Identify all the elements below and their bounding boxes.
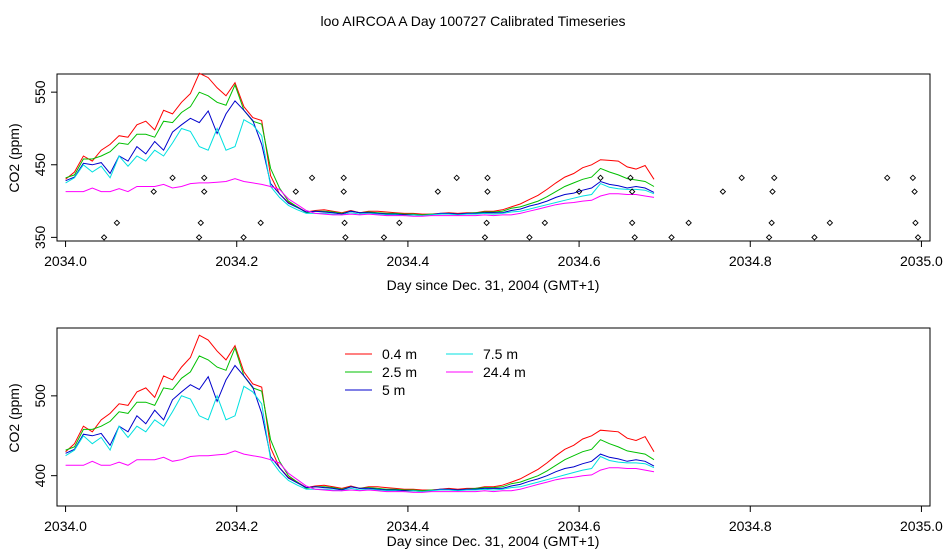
series-line <box>65 334 655 491</box>
x-tick-label: 2034.6 <box>558 518 601 534</box>
plot-frame <box>56 73 931 242</box>
data-point-marker <box>434 188 442 195</box>
data-point-marker <box>541 219 549 227</box>
data-point-marker <box>453 174 460 182</box>
data-point-marker <box>765 234 773 241</box>
data-point-marker <box>484 188 491 195</box>
data-point-marker <box>597 174 604 182</box>
plot-frame <box>56 327 931 507</box>
data-point-marker <box>380 234 388 241</box>
x-axis: 2034.0 2034.2 2034.4 2034.6 2034.8 2035.0 <box>44 241 943 269</box>
data-point-marker <box>911 188 918 195</box>
x-tick-label: 2035.0 <box>900 253 943 269</box>
legend-label: 7.5 m <box>483 346 518 362</box>
data-point-marker <box>169 174 176 182</box>
series-group <box>65 72 655 217</box>
data-point-marker <box>628 219 636 227</box>
data-point-marker <box>628 188 636 195</box>
series-line <box>65 385 655 493</box>
data-point-marker <box>195 234 203 241</box>
y-axis: 350 450 550 <box>32 80 57 249</box>
series-group <box>65 334 655 493</box>
legend-label: 5 m <box>382 382 405 398</box>
x-tick-label: 2034.4 <box>386 253 429 269</box>
y-tick-label: 550 <box>32 80 48 104</box>
series-line <box>65 118 655 217</box>
y-tick-label: 400 <box>32 464 48 488</box>
series-line <box>65 346 655 492</box>
legend: 0.4 m 2.5 m 5 m 7.5 m 24.4 m <box>345 346 526 398</box>
legend-label: 2.5 m <box>382 364 417 380</box>
data-point-marker <box>912 219 919 227</box>
series-line <box>65 450 655 493</box>
data-point-marker <box>668 234 675 241</box>
data-point-marker <box>526 234 533 241</box>
data-point-marker <box>292 188 300 195</box>
x-tick-label: 2034.8 <box>729 253 772 269</box>
data-point-marker <box>811 234 818 241</box>
data-point-marker <box>200 188 208 195</box>
series-line <box>65 178 655 217</box>
data-point-marker <box>257 219 264 227</box>
data-point-marker <box>240 234 247 241</box>
x-tick-label: 2034.8 <box>729 518 772 534</box>
data-point-marker <box>481 234 489 241</box>
x-tick-label: 2034.0 <box>44 253 87 269</box>
series-line <box>65 72 655 215</box>
data-point-marker <box>340 174 347 182</box>
y-axis: 400 500 <box>32 384 57 487</box>
y-axis-label: CO2 (ppm) <box>6 383 22 452</box>
data-point-marker <box>340 188 347 195</box>
data-point-marker <box>483 219 490 227</box>
x-tick-label: 2035.0 <box>900 518 943 534</box>
x-tick-label: 2034.2 <box>215 253 258 269</box>
data-point-marker <box>719 188 727 195</box>
data-point-marker <box>768 219 775 227</box>
series-line <box>65 364 655 493</box>
legend-label: 0.4 m <box>382 346 417 362</box>
x-tick-label: 2034.0 <box>44 518 87 534</box>
data-point-marker <box>631 234 638 241</box>
data-point-marker <box>197 219 205 227</box>
data-point-marker <box>914 234 922 241</box>
bottom-panel: 2034.0 2034.2 2034.4 2034.6 2034.8 2035.0 400… <box>6 327 943 549</box>
data-point-marker <box>883 174 891 182</box>
data-point-marker <box>396 219 403 227</box>
data-point-marker <box>308 174 316 182</box>
y-tick-label: 500 <box>32 384 48 408</box>
data-point-marker <box>150 188 157 195</box>
data-point-marker <box>342 234 349 241</box>
data-point-marker <box>341 219 348 227</box>
data-point-marker <box>909 174 917 182</box>
x-tick-label: 2034.6 <box>558 253 601 269</box>
data-point-marker <box>113 219 121 227</box>
data-point-marker <box>484 174 491 182</box>
top-panel: 2034.0 2034.2 2034.4 2034.6 2034.8 2035.0 350… <box>6 72 943 293</box>
series-line <box>65 83 655 216</box>
data-point-marker <box>770 174 778 182</box>
x-axis-label: Day since Dec. 31, 2004 (GMT+1) <box>387 277 600 293</box>
data-point-marker <box>200 174 208 182</box>
marker-group <box>100 174 922 241</box>
data-point-marker <box>769 188 776 195</box>
x-tick-label: 2034.4 <box>386 518 429 534</box>
chart-title: loo AIRCOA A Day 100727 Calibrated Times… <box>320 13 625 29</box>
data-point-marker <box>685 219 692 227</box>
y-tick-label: 350 <box>32 225 48 249</box>
data-point-marker <box>627 174 634 182</box>
data-point-marker <box>100 234 108 241</box>
series-line <box>65 100 655 217</box>
data-point-marker <box>575 188 583 195</box>
y-axis-label: CO2 (ppm) <box>6 123 22 192</box>
x-axis-label: Day since Dec. 31, 2004 (GMT+1) <box>387 533 600 549</box>
x-tick-label: 2034.2 <box>215 518 258 534</box>
y-tick-label: 450 <box>32 153 48 177</box>
x-axis: 2034.0 2034.2 2034.4 2034.6 2034.8 2035.0 <box>44 506 943 534</box>
data-point-marker <box>738 174 745 182</box>
data-point-marker <box>826 219 834 227</box>
legend-label: 24.4 m <box>483 364 526 380</box>
